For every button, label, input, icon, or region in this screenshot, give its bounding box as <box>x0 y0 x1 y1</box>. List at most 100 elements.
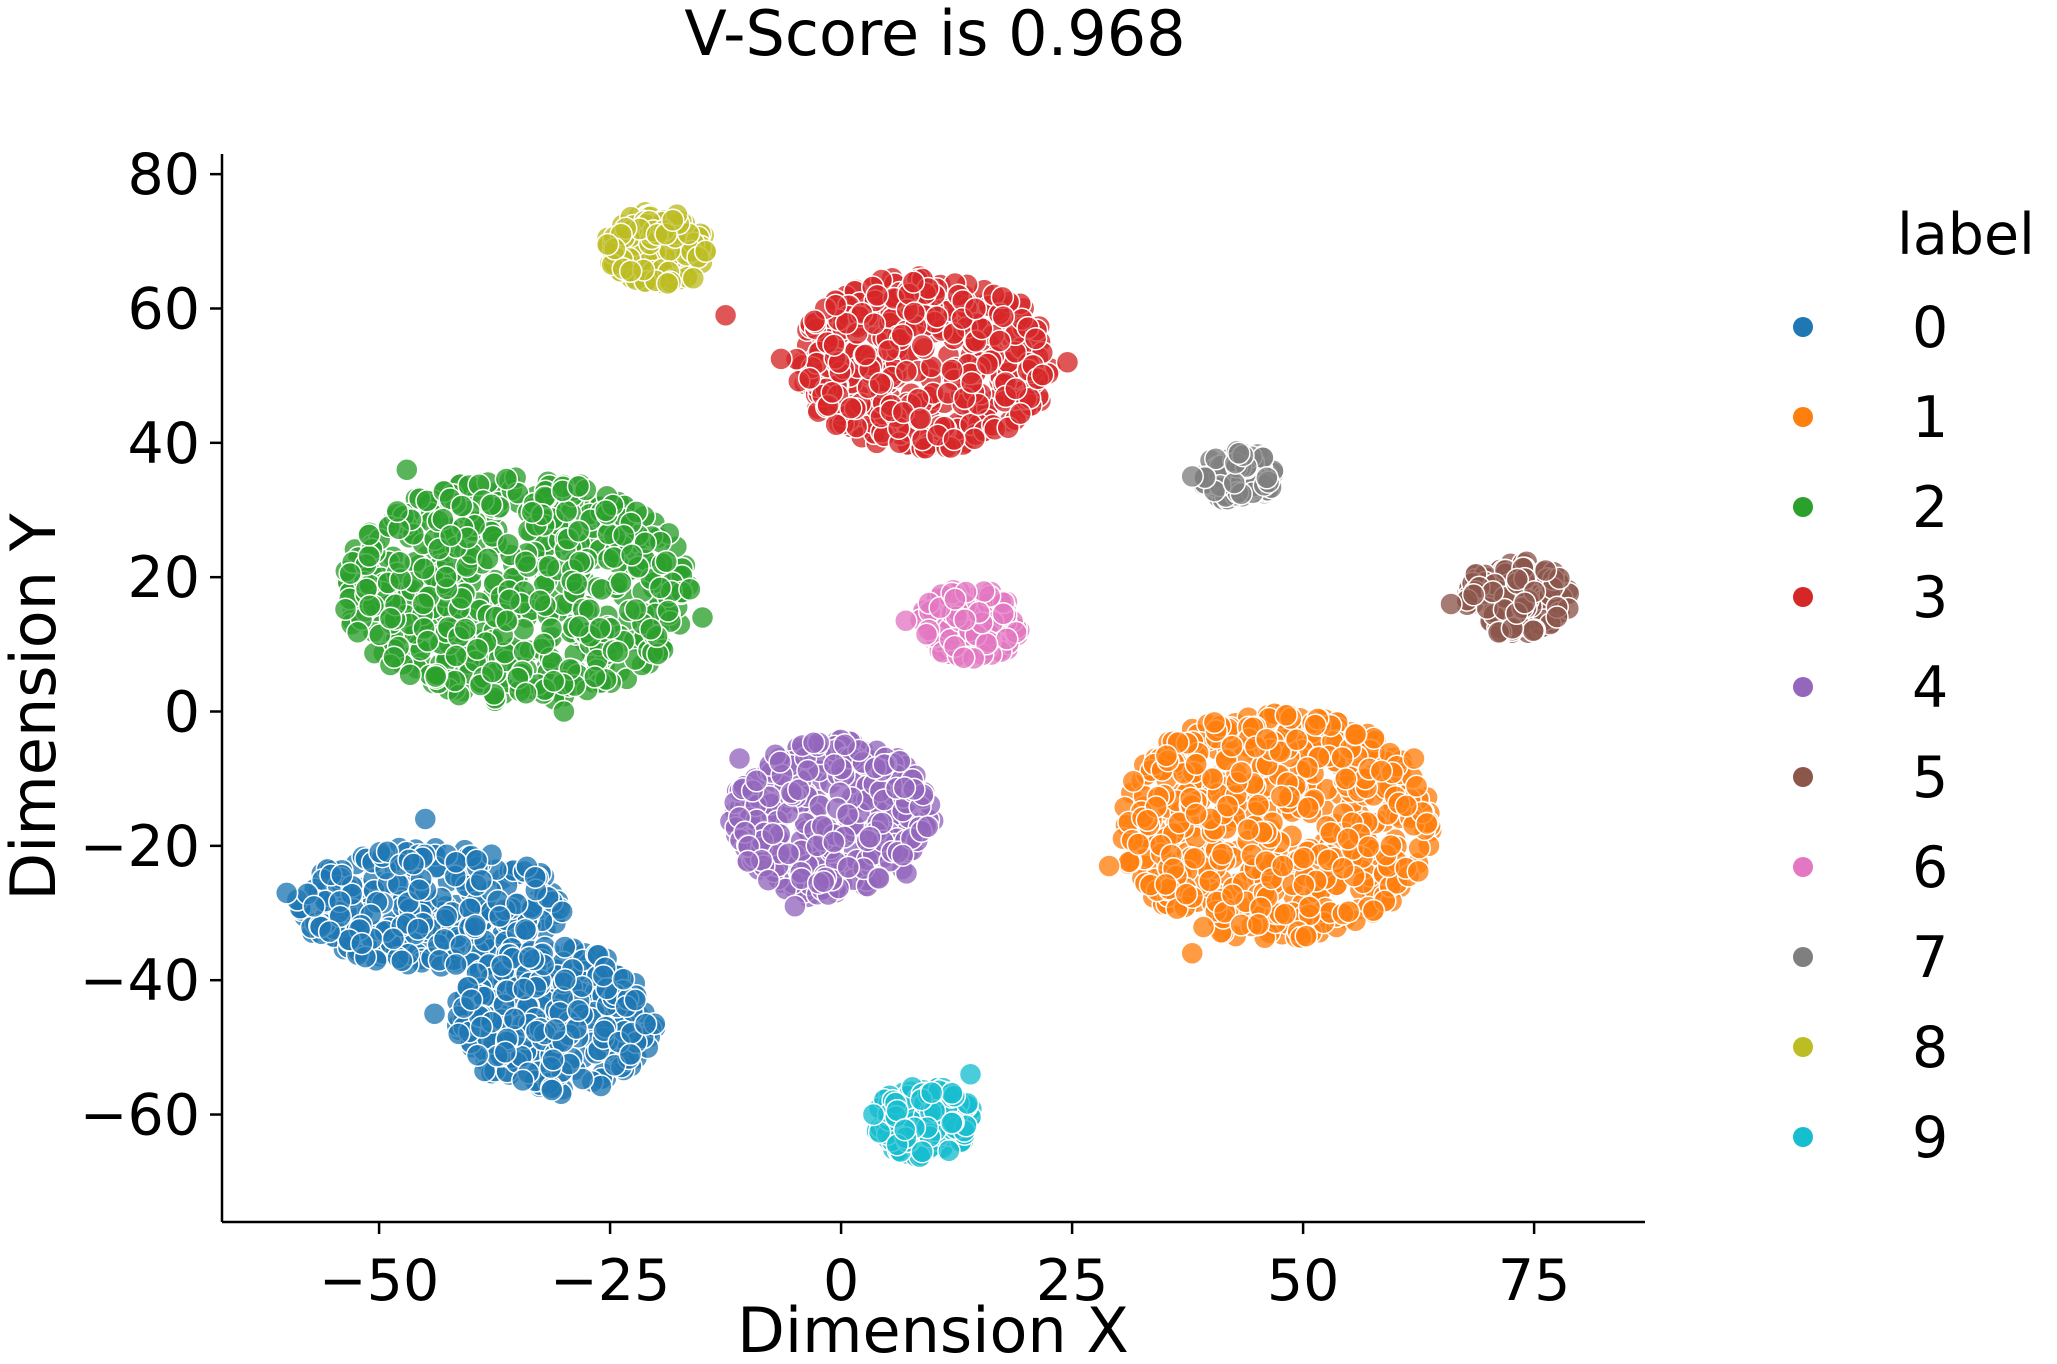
scatter-point <box>802 309 827 333</box>
scatter-point <box>619 543 644 567</box>
scatter-point <box>736 849 760 874</box>
scatter-point <box>398 662 422 687</box>
scatter-point <box>1296 796 1320 820</box>
scatter-point <box>940 358 964 382</box>
scatter-point <box>1254 727 1279 751</box>
scatter-point <box>489 953 514 978</box>
scatter-point <box>822 333 846 357</box>
scatter-point <box>505 892 529 916</box>
legend-marker <box>1793 767 1813 787</box>
scatter-point <box>345 620 370 645</box>
scatter-point <box>862 311 887 336</box>
scatter-point <box>570 1067 595 1091</box>
scatter-point <box>861 1102 886 1127</box>
series-2 <box>333 457 715 724</box>
scatter-point <box>382 645 406 670</box>
scatter-point <box>395 457 419 482</box>
scatter-point <box>975 352 1000 376</box>
scatter-point <box>476 547 500 571</box>
scatter-point <box>963 296 988 321</box>
scatter-point <box>496 532 520 557</box>
scatter-point <box>858 825 882 850</box>
scatter-point <box>554 499 579 524</box>
scatter-point <box>583 665 607 689</box>
scatter-point <box>623 988 648 1012</box>
scatter-point <box>890 843 915 867</box>
y-axis-ticks: −60 −40 −20 0 20 40 60 80 <box>80 142 222 1149</box>
legend-item-5: 5 <box>1793 745 1948 811</box>
scatter-point <box>865 283 889 308</box>
scatter-point <box>540 1078 564 1102</box>
scatter-point <box>1004 377 1028 401</box>
scatter-point <box>1369 759 1394 783</box>
scatter-point <box>768 750 792 774</box>
scatter-point <box>962 426 987 451</box>
chart-title: V-Score is 0.968 <box>684 0 1185 70</box>
scatter-point <box>566 474 591 499</box>
scatter-point <box>1292 873 1316 897</box>
legend-marker <box>1793 857 1813 877</box>
scatter-point <box>727 746 752 771</box>
scatter-point <box>413 807 438 831</box>
scatter-point <box>532 632 556 656</box>
scatter-point <box>953 607 977 632</box>
scatter-point <box>1182 846 1207 871</box>
scatter-point <box>1215 794 1240 818</box>
y-tick-label: 40 <box>127 411 200 477</box>
y-tick-label: 60 <box>127 276 200 342</box>
scatter-point <box>1334 767 1358 791</box>
legend-label: 4 <box>1912 655 1948 721</box>
scatter-point <box>330 863 354 887</box>
legend-title: label <box>1897 202 2035 268</box>
scatter-point <box>690 605 715 630</box>
scatter-point <box>494 467 519 491</box>
scatter-point <box>512 640 536 664</box>
points-layer <box>274 200 1581 1170</box>
scatter-point <box>1533 558 1558 583</box>
scatter-point <box>514 681 538 705</box>
scatter-point <box>919 1080 944 1105</box>
scatter-point <box>274 881 299 905</box>
scatter-point <box>1229 760 1253 785</box>
scatter-point <box>888 749 912 774</box>
legend-label: 1 <box>1912 385 1948 451</box>
scatter-point <box>444 952 468 977</box>
scatter-point <box>901 270 926 294</box>
scatter-point <box>415 629 440 653</box>
scatter-point <box>822 830 846 854</box>
scatter-point <box>915 815 940 839</box>
scatter-point <box>908 406 933 431</box>
scatter-point <box>1180 941 1204 966</box>
scatter-point <box>1180 464 1204 489</box>
x-tick-label: 50 <box>1267 1248 1340 1314</box>
scatter-point <box>487 904 512 929</box>
scatter-point <box>656 599 680 623</box>
scatter-point <box>853 343 878 367</box>
scatter-point <box>713 303 738 327</box>
scatter-point <box>1191 915 1216 939</box>
scatter-point <box>811 869 836 894</box>
scatter-point <box>633 1012 658 1036</box>
series-3 <box>713 264 1080 461</box>
scatter-point <box>523 865 547 889</box>
scatter-point <box>1480 580 1505 604</box>
scatter-point <box>648 576 673 600</box>
scatter-point <box>595 232 620 257</box>
legend-item-4: 4 <box>1793 655 1948 721</box>
scatter-point <box>624 597 648 622</box>
scatter-point <box>390 948 414 973</box>
scatter-point <box>914 622 939 647</box>
legend-label: 0 <box>1912 295 1948 361</box>
scatter-point <box>681 266 706 291</box>
scatter-point <box>940 1111 964 1135</box>
scatter-point <box>1294 924 1318 948</box>
scatter-point <box>942 427 966 452</box>
legend-label: 7 <box>1912 925 1948 991</box>
scatter-point <box>1055 350 1080 374</box>
legend-marker <box>1793 407 1813 427</box>
scatter-point <box>1394 794 1419 818</box>
scatter-point <box>1439 592 1463 616</box>
scatter-point <box>1255 466 1279 490</box>
scatter-point <box>925 305 949 329</box>
